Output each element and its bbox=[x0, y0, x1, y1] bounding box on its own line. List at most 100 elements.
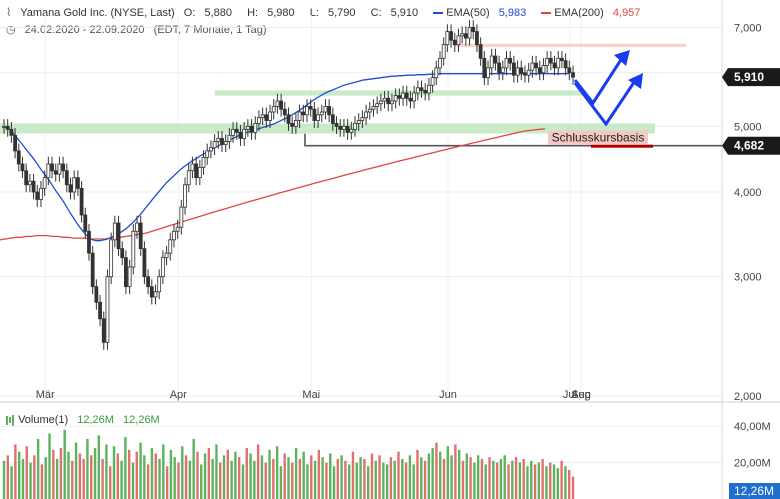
candle-body bbox=[523, 72, 527, 76]
volume-bar bbox=[40, 464, 44, 499]
candle-body bbox=[279, 100, 284, 110]
candle-body bbox=[146, 276, 150, 288]
volume-bar bbox=[264, 462, 267, 499]
forecast-arrow-1 bbox=[573, 54, 626, 106]
volume-bar bbox=[291, 462, 294, 499]
candle-body bbox=[205, 150, 210, 158]
volume-bar bbox=[317, 449, 321, 499]
candle-body bbox=[190, 163, 195, 172]
candle-body bbox=[471, 26, 476, 32]
volume-bar bbox=[537, 462, 541, 499]
volume-bar bbox=[36, 438, 40, 499]
candle-body bbox=[338, 125, 343, 130]
candle-body bbox=[220, 137, 224, 145]
volume-bar bbox=[344, 460, 347, 499]
candle-body bbox=[105, 276, 110, 343]
candle-body bbox=[9, 128, 14, 136]
volume-bar bbox=[533, 464, 537, 499]
volume-bar bbox=[526, 466, 529, 499]
candle-body bbox=[423, 89, 428, 94]
candle-body bbox=[545, 57, 550, 66]
chart-type-icon[interactable]: ⌇ bbox=[6, 7, 12, 19]
volume-bar bbox=[131, 462, 135, 499]
volume-bar bbox=[237, 457, 241, 499]
volume-bar bbox=[44, 457, 47, 499]
volume-bar bbox=[275, 446, 279, 499]
volume-last-tag-bg bbox=[729, 483, 780, 499]
volume-bar bbox=[10, 466, 13, 499]
candle-body bbox=[131, 230, 136, 268]
candle-body bbox=[253, 123, 258, 133]
candle-body bbox=[179, 206, 184, 228]
candle-body bbox=[486, 67, 490, 79]
volume-bar bbox=[146, 464, 150, 499]
candle-body bbox=[20, 163, 25, 172]
volume-bar bbox=[397, 451, 400, 499]
candle-body bbox=[42, 177, 47, 189]
candle-body bbox=[35, 191, 40, 200]
candle-body bbox=[475, 31, 479, 46]
candle-body bbox=[334, 123, 339, 127]
volume-bar bbox=[6, 455, 9, 499]
month-tick-label: Mär bbox=[36, 389, 55, 401]
volume-bar bbox=[514, 457, 518, 499]
volume-bar bbox=[245, 448, 248, 499]
support-marker bbox=[591, 144, 653, 148]
candle-body bbox=[489, 55, 494, 69]
volume-bar bbox=[93, 448, 97, 499]
volume-bar bbox=[351, 451, 355, 499]
ema50-value: 5,983 bbox=[498, 7, 527, 19]
candle-body bbox=[371, 106, 376, 110]
volume-bar bbox=[173, 457, 176, 499]
volume-bar bbox=[503, 455, 506, 499]
candle-body bbox=[493, 55, 498, 64]
clock-icon: ◷ bbox=[6, 24, 16, 36]
volume-bar bbox=[321, 457, 324, 499]
candle-body bbox=[242, 128, 247, 139]
candle-body bbox=[504, 57, 509, 69]
candle-body bbox=[75, 177, 80, 189]
volume-bar bbox=[302, 451, 305, 499]
candle-body bbox=[316, 114, 320, 121]
volume-bar bbox=[226, 449, 230, 499]
volume-bar bbox=[120, 460, 123, 499]
volume-bar bbox=[211, 458, 214, 499]
candle-body bbox=[556, 57, 561, 69]
volume-bar bbox=[332, 466, 336, 499]
volume-bar bbox=[488, 457, 491, 499]
volume-bar bbox=[127, 449, 131, 499]
candle-body bbox=[319, 111, 324, 116]
candle-body bbox=[342, 125, 346, 130]
volume-value-2: 12,26M bbox=[123, 414, 160, 426]
volume-bar bbox=[2, 460, 6, 499]
candle-body bbox=[560, 57, 564, 62]
month-tick-label: Jul bbox=[563, 389, 577, 401]
ema50-label: EMA(50) bbox=[446, 7, 490, 19]
volume-value-1: 12,26M bbox=[77, 414, 114, 426]
support-price-tag-bg bbox=[722, 136, 780, 155]
volume-bar bbox=[347, 464, 351, 499]
annotation-box bbox=[548, 130, 648, 145]
volume-bar bbox=[222, 455, 226, 499]
month-tick-label: Jun bbox=[439, 389, 457, 401]
volume-bar bbox=[363, 458, 366, 499]
candle-body bbox=[27, 180, 32, 186]
volume-bar bbox=[165, 466, 169, 499]
candle-body bbox=[101, 318, 106, 343]
volume-bar bbox=[25, 446, 28, 499]
candle-body bbox=[386, 97, 391, 105]
volume-bar bbox=[310, 455, 313, 499]
price-tick-label: 2,000 bbox=[734, 391, 762, 403]
volume-bar bbox=[495, 462, 499, 499]
candle-body bbox=[401, 92, 405, 99]
volume-bar bbox=[33, 455, 36, 499]
candle-body bbox=[530, 62, 535, 71]
candle-body bbox=[212, 141, 217, 149]
candle-body bbox=[153, 291, 158, 298]
candle-body bbox=[375, 103, 380, 107]
price-tick-label: 4,000 bbox=[734, 187, 762, 199]
volume-bar bbox=[279, 466, 283, 499]
volume-bar bbox=[97, 435, 101, 499]
volume-bar bbox=[564, 466, 567, 499]
